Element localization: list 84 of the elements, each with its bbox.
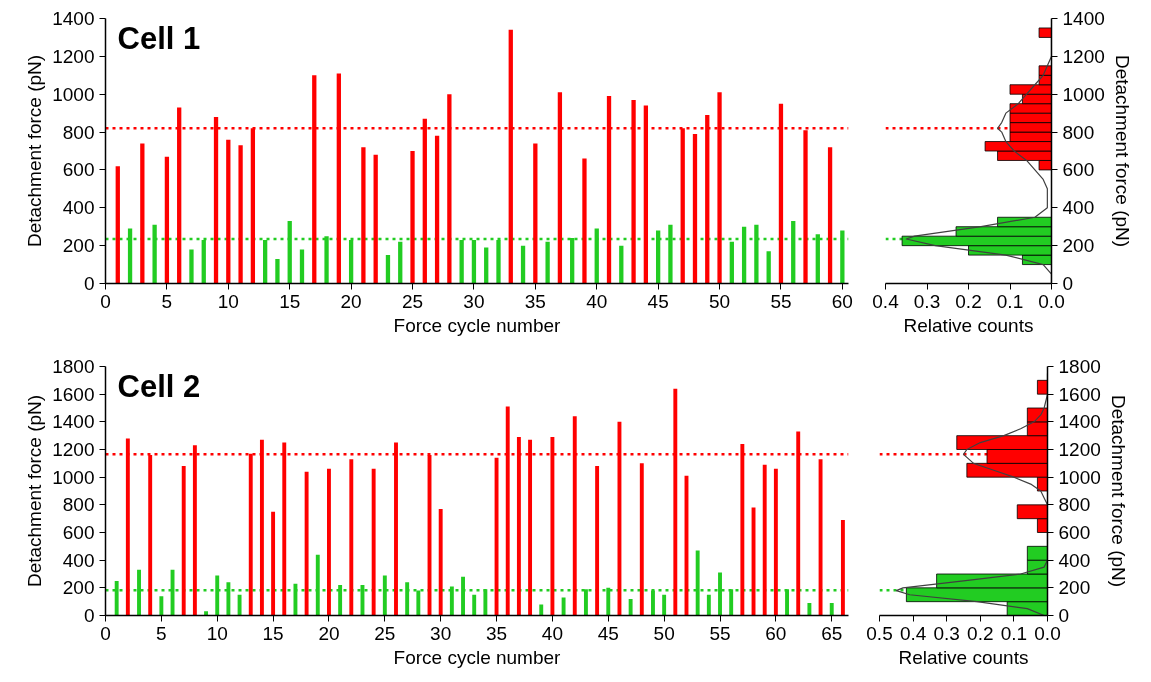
x-tick-label: 0 <box>100 622 111 644</box>
y-tick-label: 0 <box>83 605 95 626</box>
x-tick-label: 15 <box>262 622 284 644</box>
x-tick-label: 55 <box>770 290 792 312</box>
y-tick-label: 600 <box>62 159 95 181</box>
y-tick-label: 600 <box>62 522 95 543</box>
x-tick-label: 0.4 <box>899 622 927 644</box>
y-tick-label: 0 <box>1058 605 1070 626</box>
y-tick-label: 800 <box>1062 121 1095 143</box>
y-tick-label: 800 <box>1058 494 1091 516</box>
x-tick-label: 35 <box>524 290 546 312</box>
y-tick-label: 1800 <box>52 356 95 377</box>
y-tick-label: 1200 <box>1062 45 1105 67</box>
y-tick-label: 200 <box>1058 577 1091 599</box>
x-tick-label: 0.2 <box>967 622 994 644</box>
chart-title: Cell 2 <box>117 368 201 404</box>
y-tick-label: 1400 <box>52 8 95 29</box>
y-tick-label: 600 <box>1062 159 1095 181</box>
y-tick-label: 1000 <box>1058 466 1101 488</box>
x-tick-label: 0.3 <box>933 622 960 644</box>
y-tick-label: 1400 <box>52 411 95 433</box>
x-tick-label: 45 <box>647 290 669 312</box>
y-tick-label: 1400 <box>1058 411 1101 433</box>
y-tick-label: 800 <box>62 121 95 143</box>
y-tick-label: 400 <box>62 197 95 219</box>
y-tick-label: 1200 <box>52 439 95 460</box>
x-axis-title: Relative counts <box>903 314 1034 336</box>
y-tick-label: 1000 <box>1062 83 1105 105</box>
y-tick-label: 0 <box>1062 273 1074 294</box>
x-tick-label: 60 <box>765 622 787 644</box>
x-tick-label: 35 <box>485 622 508 644</box>
x-tick-label: 50 <box>708 290 731 312</box>
y-axis-title: Detachment force (pN) <box>24 394 46 588</box>
y-tick-label: 0 <box>83 273 95 294</box>
y-tick-label: 1400 <box>1062 8 1105 29</box>
x-tick-label: 0 <box>100 290 111 312</box>
x-tick-label: 0.5 <box>866 622 893 644</box>
y-tick-label: 1000 <box>52 83 95 105</box>
y-tick-label: 200 <box>62 235 95 257</box>
x-tick-label: 50 <box>653 622 675 644</box>
y-tick-label: 200 <box>62 577 95 599</box>
x-tick-label: 40 <box>586 290 608 312</box>
x-axis-title: Force cycle number <box>393 646 562 668</box>
x-axis-title: Relative counts <box>898 646 1029 668</box>
x-tick-label: 10 <box>206 622 228 644</box>
x-tick-label: 55 <box>709 622 731 644</box>
y-axis-title: Detachment force (pN) <box>24 54 46 248</box>
y-axis-title: Detachment force (pN) <box>1111 54 1133 248</box>
x-tick-label: 0.0 <box>1038 290 1065 312</box>
y-tick-label: 1600 <box>52 383 95 405</box>
y-tick-label: 600 <box>1058 522 1091 543</box>
x-tick-label: 0.1 <box>1000 622 1028 644</box>
x-tick-label: 0.3 <box>913 290 941 312</box>
x-tick-label: 60 <box>831 290 853 312</box>
x-tick-label: 25 <box>401 290 424 312</box>
x-tick-label: 0.2 <box>955 290 982 312</box>
x-tick-label: 15 <box>279 290 301 312</box>
y-axis-title: Detachment force (pN) <box>1107 394 1129 588</box>
x-tick-label: 0.4 <box>872 290 900 312</box>
x-tick-label: 0.0 <box>1034 622 1061 644</box>
y-tick-label: 400 <box>1058 549 1091 571</box>
y-tick-label: 1800 <box>1058 356 1101 377</box>
x-tick-label: 25 <box>374 622 396 644</box>
y-tick-label: 1000 <box>52 466 95 488</box>
x-tick-label: 65 <box>821 622 843 644</box>
y-tick-label: 400 <box>62 549 95 571</box>
x-tick-label: 20 <box>318 622 340 644</box>
y-tick-label: 200 <box>1062 235 1095 257</box>
x-tick-label: 40 <box>541 622 563 644</box>
x-tick-label: 30 <box>430 622 452 644</box>
y-tick-label: 1200 <box>52 45 95 67</box>
x-tick-label: 5 <box>161 290 173 312</box>
x-tick-label: 30 <box>463 290 485 312</box>
x-tick-label: 5 <box>156 622 167 644</box>
x-axis-title: Force cycle number <box>393 314 562 336</box>
y-tick-label: 800 <box>62 494 95 516</box>
chart-title: Cell 1 <box>117 20 201 56</box>
y-tick-label: 1200 <box>1058 439 1101 460</box>
x-tick-label: 10 <box>217 290 239 312</box>
y-tick-label: 400 <box>1062 197 1095 219</box>
x-tick-label: 0.1 <box>996 290 1024 312</box>
y-tick-label: 1600 <box>1058 383 1101 405</box>
x-tick-label: 20 <box>340 290 362 312</box>
x-tick-label: 45 <box>597 622 619 644</box>
